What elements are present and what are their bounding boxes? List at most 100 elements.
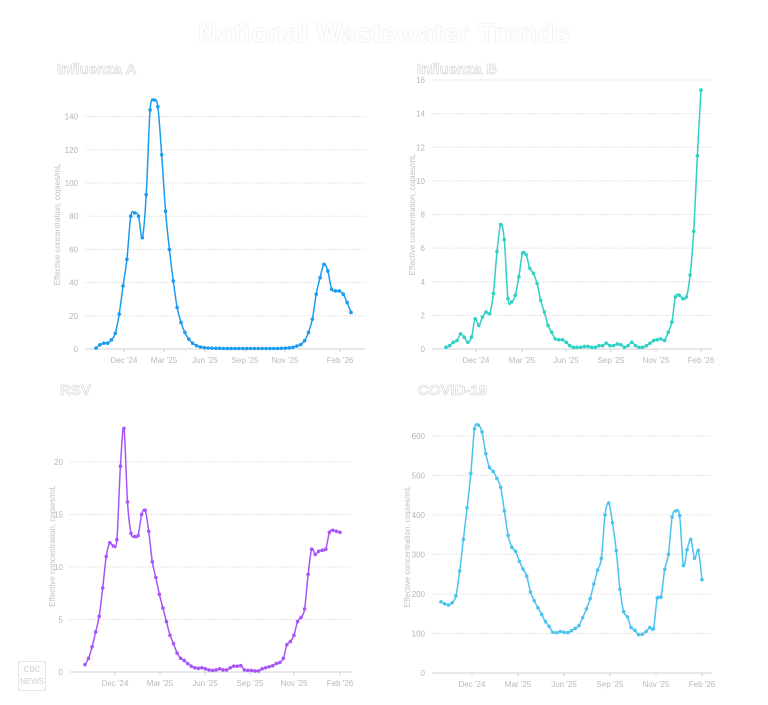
data-point <box>107 541 112 545</box>
series-line <box>445 90 702 349</box>
data-point <box>469 471 473 476</box>
data-point <box>535 281 539 286</box>
chart-title: Influenza B <box>417 61 497 78</box>
y-tick-label: 10 <box>416 177 425 186</box>
x-tick-label: Feb '26 <box>327 679 354 688</box>
data-point <box>655 596 660 600</box>
data-point <box>644 629 648 634</box>
data-point <box>192 666 197 670</box>
y-tick-label: 200 <box>412 590 426 599</box>
data-point <box>161 606 165 610</box>
data-point <box>578 345 583 350</box>
data-point <box>446 603 451 607</box>
data-point <box>156 104 160 109</box>
data-point <box>256 346 261 351</box>
data-point <box>198 345 203 349</box>
data-point <box>619 342 623 347</box>
data-point <box>539 612 544 617</box>
data-point <box>146 529 151 534</box>
data-point <box>86 656 91 661</box>
data-point <box>469 335 474 340</box>
data-point <box>547 624 551 629</box>
data-point <box>614 548 619 553</box>
data-point <box>546 323 550 328</box>
data-point <box>462 335 467 340</box>
data-point <box>175 305 179 310</box>
data-point <box>562 630 566 635</box>
y-tick-label: 600 <box>412 432 426 441</box>
y-tick-label: 0 <box>59 668 64 677</box>
data-point <box>681 563 686 568</box>
data-point <box>224 668 229 672</box>
data-point <box>465 505 469 510</box>
data-point <box>121 284 125 288</box>
data-point <box>659 595 663 599</box>
y-tick-label: 60 <box>69 245 78 254</box>
data-point <box>221 346 226 351</box>
data-point <box>517 559 522 563</box>
y-axis-label: Effective concentration, copies/mL <box>403 485 412 607</box>
data-point <box>194 343 199 348</box>
data-point <box>455 338 459 343</box>
data-point <box>178 656 183 661</box>
data-point <box>213 346 218 351</box>
chart-panel-influenza-b: Influenza B 0 2 4 6 8 10 12 14 16 Dec '24 Mar '25 Ju… <box>408 61 715 365</box>
series-line <box>440 422 703 636</box>
data-point <box>636 632 641 637</box>
data-point <box>484 310 488 314</box>
data-point <box>118 464 123 469</box>
data-point <box>171 641 176 646</box>
data-point <box>699 88 703 92</box>
data-point <box>608 343 612 348</box>
data-point <box>695 153 700 158</box>
data-point <box>677 513 682 518</box>
data-point <box>100 586 105 590</box>
data-point <box>98 343 102 347</box>
data-point <box>558 629 563 634</box>
data-point <box>316 549 321 554</box>
data-point <box>458 332 463 336</box>
data-point <box>527 266 532 271</box>
data-point <box>109 338 114 342</box>
data-point <box>536 605 540 610</box>
data-point <box>571 345 576 350</box>
data-point <box>560 337 565 342</box>
data-point <box>506 533 510 538</box>
data-point <box>586 344 590 349</box>
x-tick-label: Feb '26 <box>689 680 716 689</box>
data-point <box>640 632 645 637</box>
data-point <box>551 630 555 635</box>
data-point <box>190 341 195 345</box>
data-point <box>454 594 458 598</box>
data-point <box>83 662 87 667</box>
data-point <box>509 300 514 304</box>
data-point <box>495 249 499 254</box>
data-point <box>186 337 191 341</box>
data-point <box>606 501 611 505</box>
data-point <box>442 602 447 606</box>
data-point <box>314 292 319 297</box>
data-point <box>150 559 155 564</box>
data-point <box>256 669 261 673</box>
y-axis-label: Effective concentration, copies/mL <box>408 153 417 275</box>
x-tick-label: Jun '25 <box>551 680 577 689</box>
chart-panel-covid-19: COVID-19 0 100 200 300 400 500 600 Dec '24 Mar '2… <box>403 382 716 689</box>
data-point <box>260 346 264 351</box>
data-point <box>568 343 572 348</box>
data-point <box>575 345 579 350</box>
data-point <box>666 552 671 557</box>
y-tick-label: 6 <box>421 244 426 253</box>
data-point <box>203 667 208 671</box>
data-point <box>329 287 334 292</box>
data-point <box>253 669 257 673</box>
data-point <box>592 582 596 586</box>
x-tick-label: Jun '25 <box>192 679 218 688</box>
data-point <box>111 544 116 548</box>
data-point <box>696 548 701 553</box>
data-point <box>593 345 598 350</box>
data-point <box>331 528 335 533</box>
data-point <box>270 663 275 668</box>
data-point <box>217 346 222 351</box>
data-point <box>244 346 249 351</box>
data-point <box>260 667 264 671</box>
